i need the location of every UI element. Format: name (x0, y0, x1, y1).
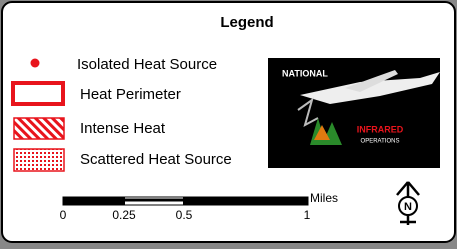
scale-bar (63, 197, 308, 205)
logo-text: OPERATIONS (361, 139, 400, 145)
scale-label: 0 (60, 208, 67, 222)
legend-title: Legend (220, 14, 273, 31)
logo-text: INFRARED (357, 124, 404, 134)
isolated-symbol (31, 59, 40, 68)
intense-symbol (14, 118, 64, 139)
logo: NATIONAL INFRARED OPERATIONS (268, 58, 440, 168)
scale-label: 1 (304, 208, 311, 222)
scale-label: 0.25 (112, 208, 136, 222)
scattered-symbol (14, 149, 64, 171)
legend-label: Heat Perimeter (80, 86, 181, 103)
legend-panel: Legend Isolated Heat Source Heat Perimet… (0, 0, 457, 244)
legend-label: Isolated Heat Source (77, 56, 217, 73)
scale-label: 0.5 (176, 208, 193, 222)
legend-label: Intense Heat (80, 120, 166, 137)
legend-label: Scattered Heat Source (80, 151, 232, 168)
page: {"legend": { "title": "Legend", "items":… (0, 0, 457, 244)
logo-text: NATIONAL (282, 68, 328, 78)
scale-unit: Miles (310, 191, 338, 205)
perimeter-symbol (13, 83, 63, 104)
north-label: N (404, 201, 412, 213)
